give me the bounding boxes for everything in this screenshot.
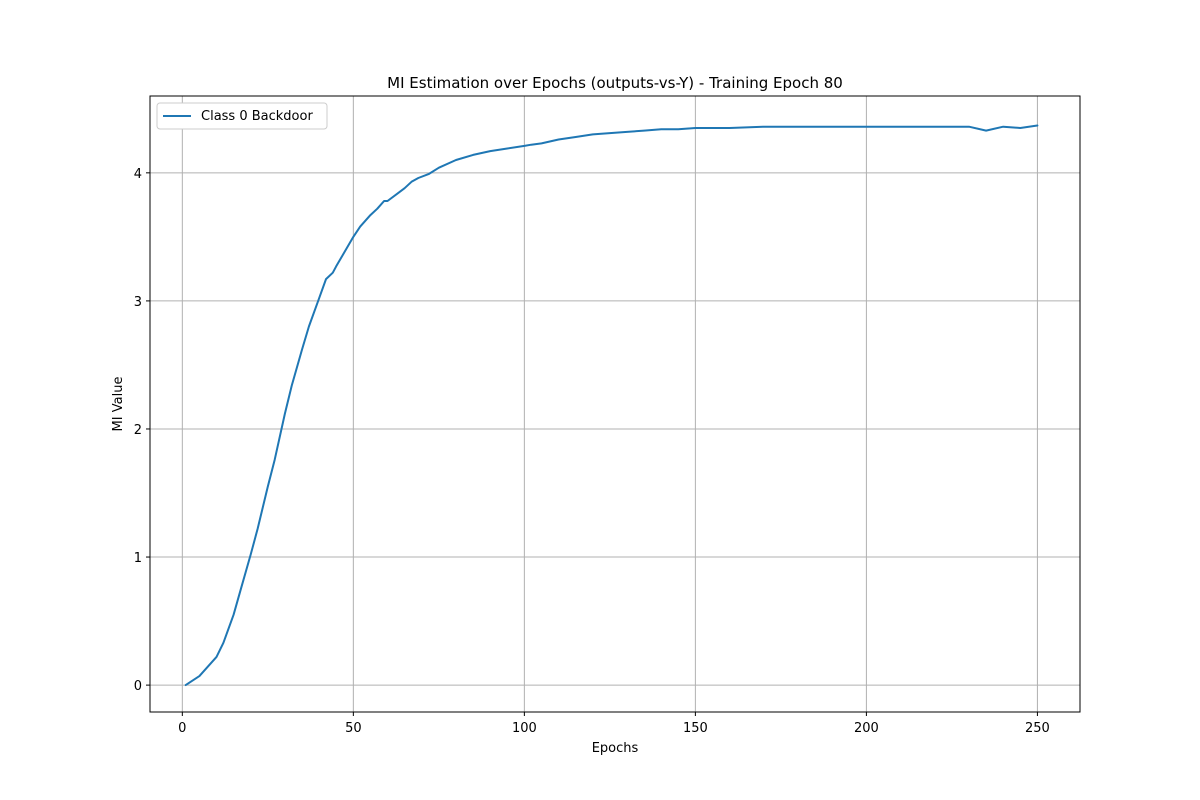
legend: Class 0 Backdoor (156, 102, 328, 130)
x-tick-label: 250 (1025, 721, 1050, 736)
y-tick-label: 1 (134, 551, 142, 566)
chart-title: MI Estimation over Epochs (outputs-vs-Y)… (387, 74, 843, 92)
legend-box (156, 102, 328, 130)
x-tick-label: 200 (854, 721, 879, 736)
x-tick-label: 150 (683, 721, 708, 736)
x-tick-label: 100 (512, 721, 537, 736)
y-axis-label: MI Value (111, 377, 126, 432)
grid (150, 96, 1080, 712)
y-tick-label: 3 (134, 295, 142, 310)
ticks: 0 50 100 150 200 250 0 1 2 3 4 (134, 167, 1050, 736)
x-axis-label: Epochs (592, 741, 639, 756)
plot-frame (149, 95, 1081, 713)
plot-area (150, 96, 1080, 712)
y-tick-label: 2 (134, 423, 142, 438)
legend-label: Class 0 Backdoor (201, 109, 313, 124)
y-tick-label: 0 (134, 679, 142, 694)
x-tick-label: 50 (345, 721, 362, 736)
series-layer (184, 124, 1039, 687)
series-line (184, 124, 1039, 687)
y-tick-label: 4 (134, 167, 142, 182)
x-tick-label: 0 (178, 721, 186, 736)
